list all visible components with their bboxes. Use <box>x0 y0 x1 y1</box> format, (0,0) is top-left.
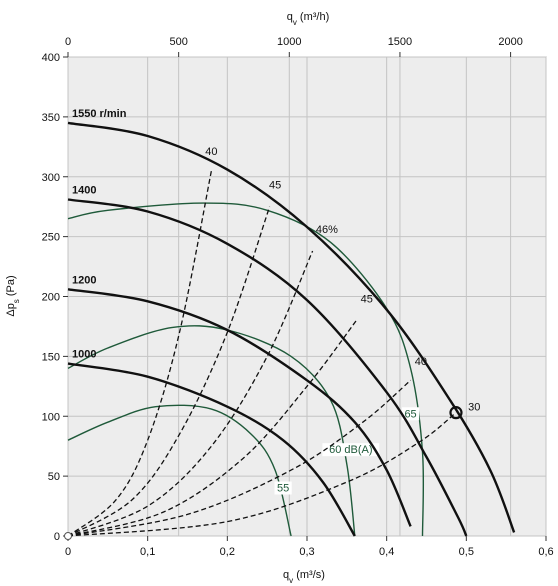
x-bottom-axis-title-unit: (m³/s) <box>293 569 325 581</box>
sound-curve <box>67 404 292 537</box>
y-tick-label: 300 <box>42 172 60 184</box>
sound-curves: 65 60 dB(A) 55 <box>67 202 425 537</box>
efficiency-curve <box>67 250 314 537</box>
efficiency-label: 40 <box>205 146 217 158</box>
efficiency-label: 45 <box>269 180 281 192</box>
sound-curve-label: 60 dB(A) <box>329 444 372 456</box>
efficiency-curve <box>67 412 457 537</box>
y-tick-label: 350 <box>42 112 60 124</box>
speed-curve <box>67 198 468 537</box>
x-top-tick-label: 0 <box>65 36 71 48</box>
efficiency-label: 45 <box>361 293 373 305</box>
speed-curve-label: 1550 r/min <box>72 108 127 120</box>
x-bottom-tick-label: 0,1 <box>140 546 155 558</box>
x-top-tick-label: 1000 <box>277 36 301 48</box>
y-axis-title-unit: (Pa) <box>5 275 17 299</box>
x-top-axis-title-sub: v <box>293 18 297 27</box>
speed-curve <box>67 288 412 527</box>
y-axis-title-main: Δp <box>5 303 17 316</box>
efficiency-curve <box>67 320 357 537</box>
y-tick-label: 50 <box>48 471 60 483</box>
speed-curves: 1550 r/min 1400 1200 1000 <box>67 108 516 537</box>
x-top-tick-label: 2000 <box>498 36 522 48</box>
x-bottom-tick-label: 0,6 <box>538 546 553 558</box>
efficiency-curve <box>67 206 271 537</box>
y-tick-label: 0 <box>54 531 60 543</box>
origin-marker <box>64 532 72 540</box>
speed-curve <box>67 121 516 533</box>
x-bottom-tick-label: 0,5 <box>459 546 474 558</box>
y-axis-title: Δps (Pa) <box>5 275 21 316</box>
x-bottom-tick-label: 0,2 <box>220 546 235 558</box>
x-bottom-axis-title-main: q <box>283 569 289 581</box>
x-top-axis-title: qv (m³/h) <box>287 11 330 27</box>
efficiency-curve <box>67 170 213 537</box>
y-tick-label: 250 <box>42 232 60 244</box>
x-bottom-tick-label: 0,4 <box>379 546 394 558</box>
grid <box>67 56 547 537</box>
y-tick-label: 200 <box>42 292 60 304</box>
operating-point-marker <box>449 406 463 420</box>
sound-curve-label: 65 <box>404 408 416 420</box>
sound-curve <box>67 202 425 537</box>
efficiency-curve <box>67 379 412 537</box>
x-top-axis-title-unit: (m³/h) <box>297 11 329 23</box>
sound-label-bg <box>322 443 380 457</box>
x-bottom-axis-title: qv (m³/s) <box>283 569 325 585</box>
x-bottom-tick-label: 0,3 <box>299 546 314 558</box>
efficiency-label: 46% <box>316 224 338 236</box>
efficiency-label: 30 <box>468 401 480 413</box>
y-tick-label: 100 <box>42 411 60 423</box>
y-tick-label: 150 <box>42 351 60 363</box>
speed-curve-label: 1000 <box>72 349 96 361</box>
speed-curve-label: 1400 <box>72 185 96 197</box>
x-top-tick-label: 1500 <box>388 36 412 48</box>
speed-curve-label: 1200 <box>72 274 96 286</box>
speed-curve <box>67 362 356 537</box>
x-top-tick-label: 500 <box>169 36 187 48</box>
x-top-axis-title-main: q <box>287 11 293 23</box>
sound-label-bg <box>274 481 292 495</box>
sound-curve-label: 55 <box>277 482 289 494</box>
y-tick-label: 400 <box>42 52 60 64</box>
sound-curve <box>67 325 356 537</box>
y-axis-title-sub: s <box>12 299 21 303</box>
x-bottom-axis-title-sub: v <box>289 576 293 585</box>
sound-label-bg <box>401 407 420 421</box>
x-bottom-tick-label: 0 <box>65 546 71 558</box>
